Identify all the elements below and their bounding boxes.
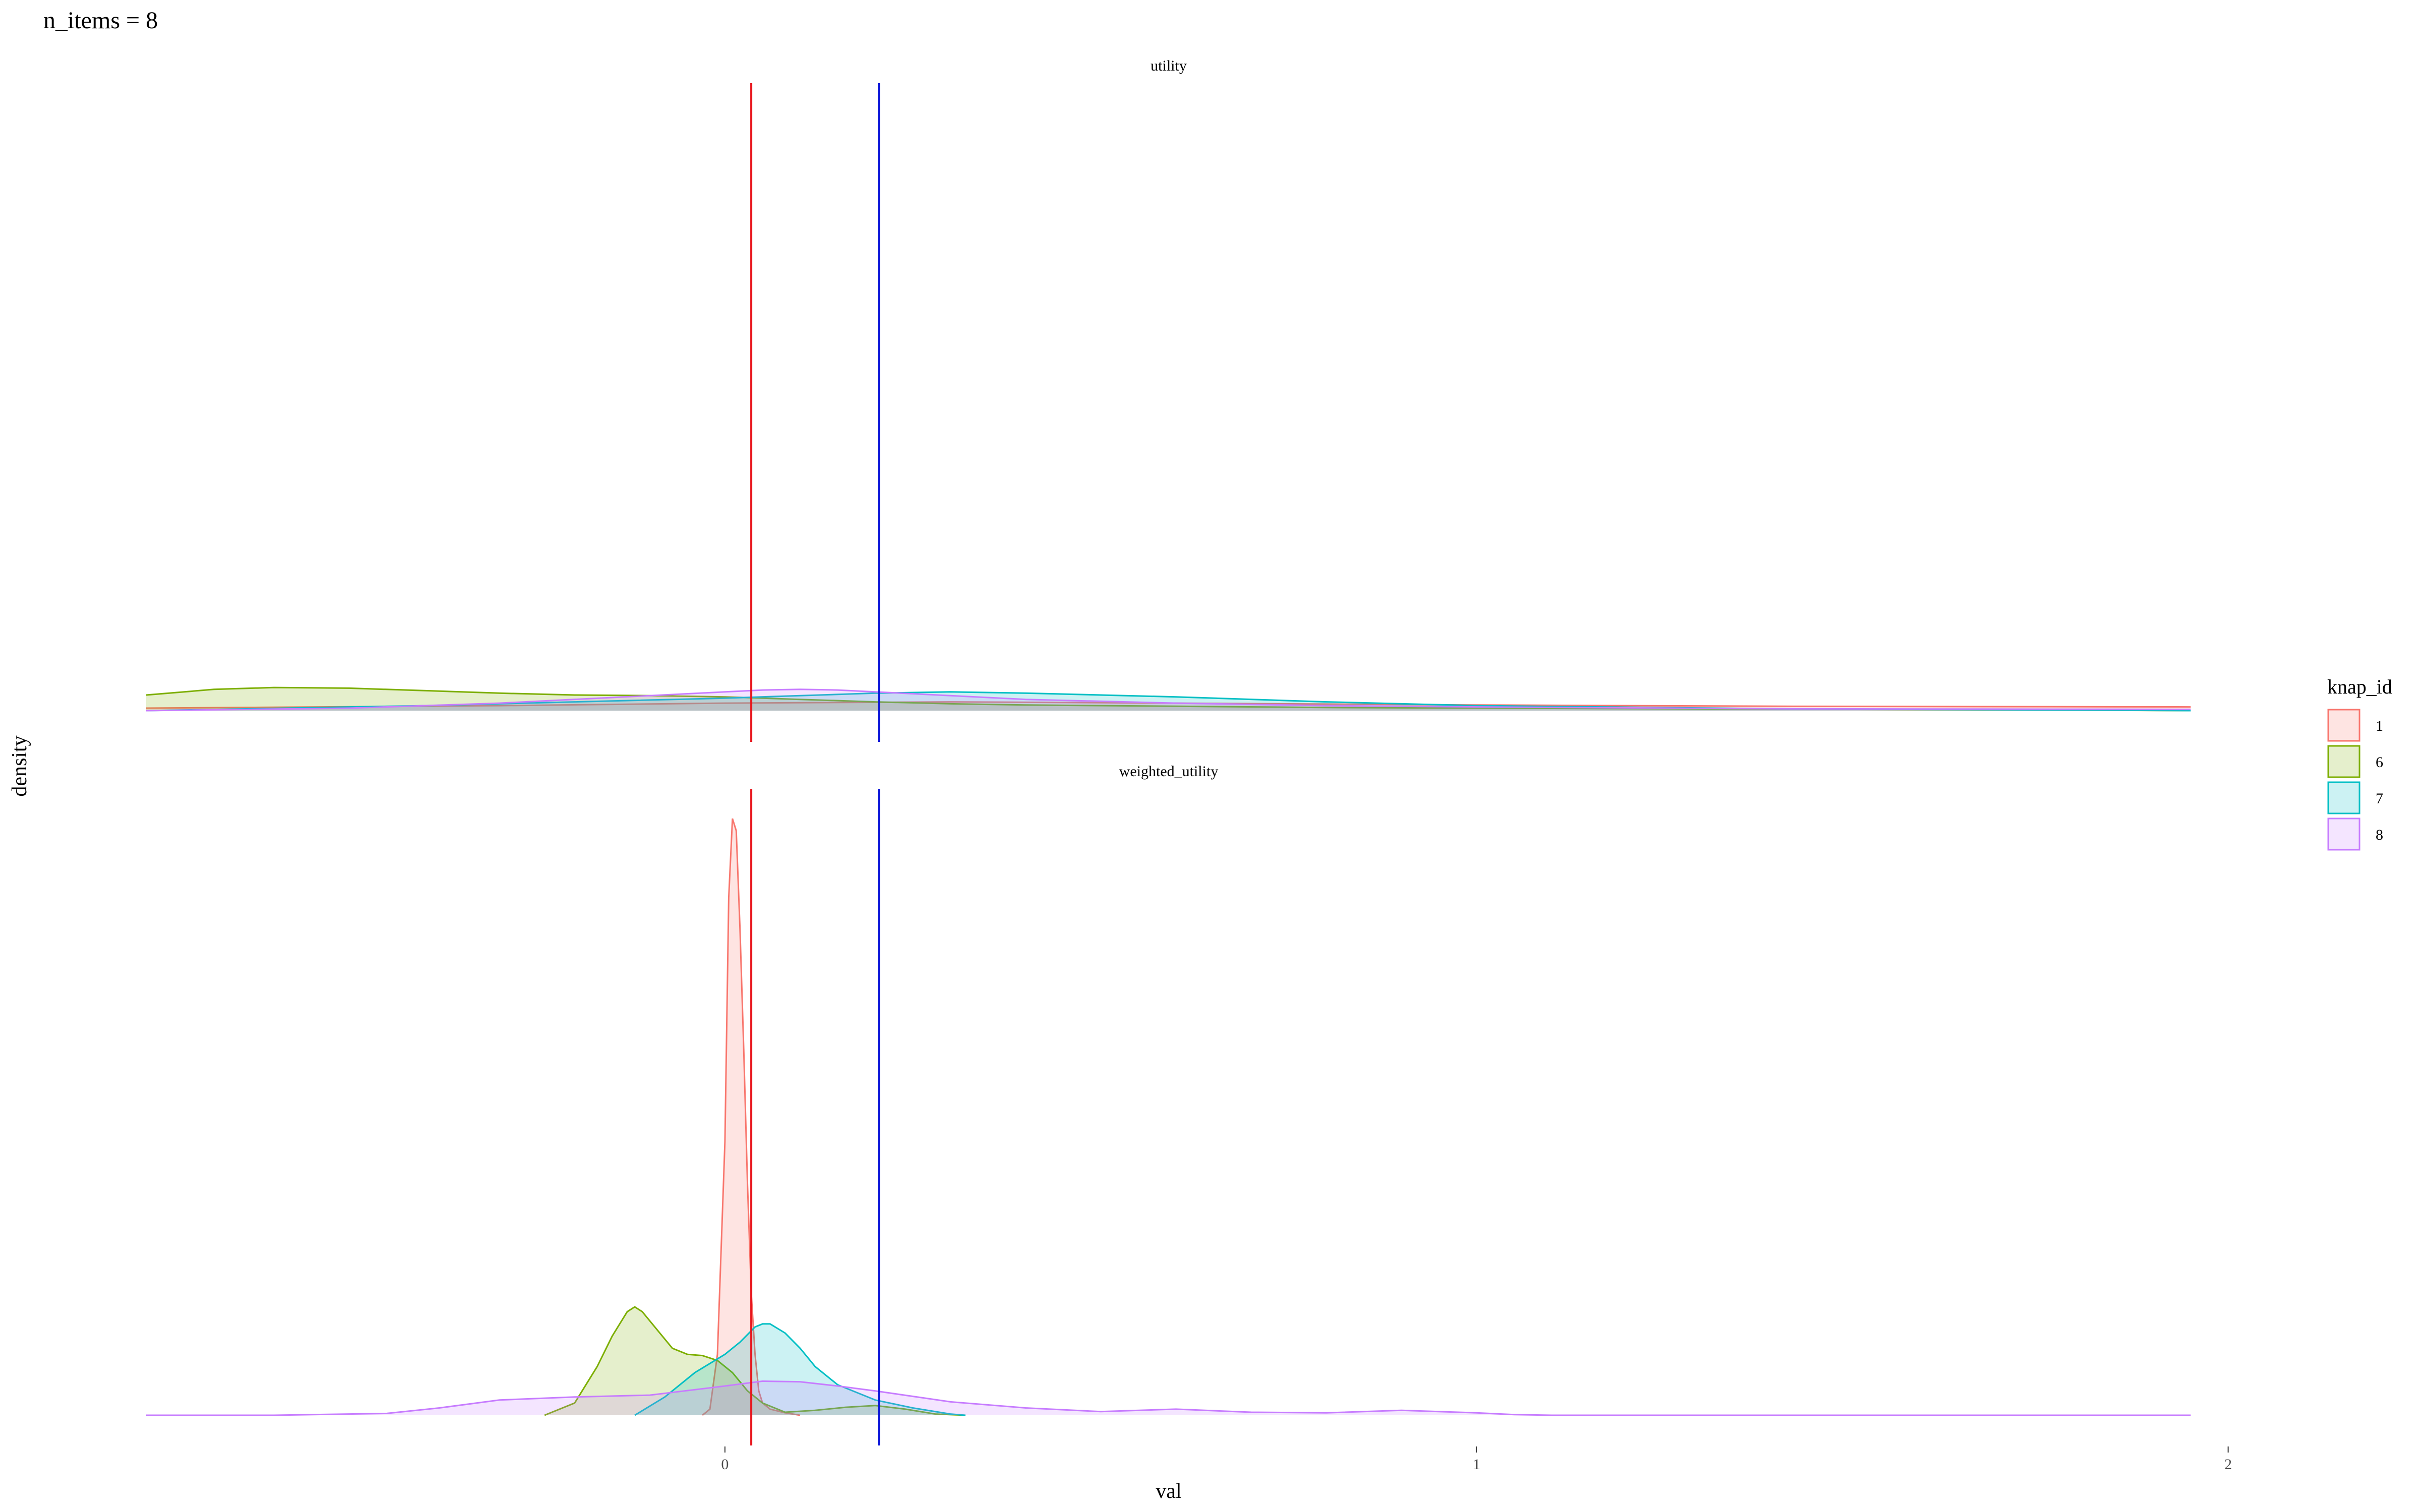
legend-title: knap_id — [2327, 675, 2392, 698]
legend-key-6 — [2327, 745, 2361, 778]
x-tick-label: 2 — [2224, 1456, 2232, 1473]
density-curve-7 — [634, 1323, 966, 1416]
x-tick-label: 0 — [721, 1456, 729, 1473]
strip-label-weighted-utility: weighted_utility — [1119, 763, 1219, 780]
legend-key-7 — [2327, 781, 2361, 814]
strip-label-utility: utility — [1151, 57, 1187, 74]
density-fill-6 — [146, 687, 2191, 711]
legend-label-1: 1 — [2376, 718, 2383, 734]
density-fill-6 — [544, 1307, 965, 1415]
legend-label-8: 8 — [2376, 827, 2383, 843]
plot-title: n_items = 8 — [43, 7, 158, 34]
legend: knap_id 1 6 7 8 — [2327, 675, 2392, 851]
y-axis-title: density — [8, 735, 31, 796]
density-curve-7 — [146, 691, 2191, 712]
density-fill-1 — [702, 818, 800, 1415]
legend-label-7: 7 — [2376, 790, 2383, 807]
density-fill-8 — [146, 689, 2191, 711]
density-fill-7 — [635, 1324, 965, 1415]
density-curve-1 — [702, 818, 801, 1416]
panel-utility — [146, 83, 2191, 742]
density-curve-6 — [544, 1306, 966, 1416]
density-curve-8 — [146, 1380, 2191, 1416]
density-curve-8 — [146, 688, 2191, 712]
legend-label-6: 6 — [2376, 754, 2383, 771]
x-axis-title: val — [1156, 1480, 1181, 1503]
density-curve-1 — [146, 701, 2191, 709]
density-curve-6 — [146, 686, 2191, 712]
x-tick-label: 1 — [1473, 1456, 1480, 1473]
legend-key-1 — [2327, 709, 2361, 742]
x-axis: 0 1 2 — [721, 1446, 2232, 1473]
density-fill-7 — [146, 691, 2191, 711]
panel-weighted-utility — [146, 789, 2191, 1445]
legend-key-8 — [2327, 817, 2361, 851]
density-fill-8 — [146, 1381, 2191, 1415]
